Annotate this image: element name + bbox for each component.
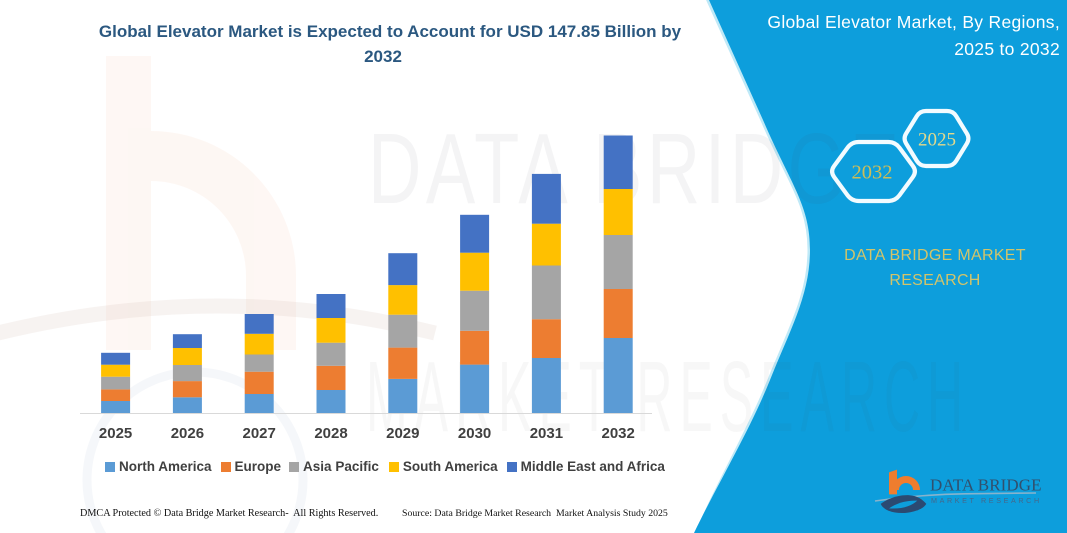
svg-text:2025: 2025	[918, 130, 956, 151]
svg-text:MARKET RESEARCH: MARKET RESEARCH	[931, 496, 1042, 505]
svg-text:2032: 2032	[852, 162, 893, 184]
svg-text:DATA BRIDGE: DATA BRIDGE	[930, 476, 1042, 495]
